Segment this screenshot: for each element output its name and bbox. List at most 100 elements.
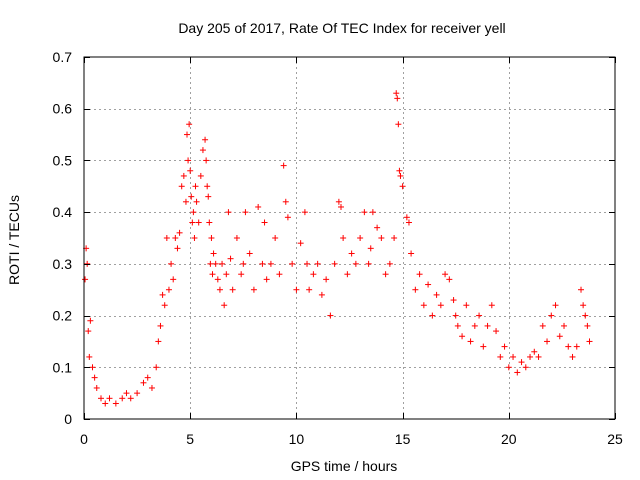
data-point: [522, 364, 529, 371]
data-point: [214, 276, 221, 283]
y-tick-label: 0.3: [53, 256, 73, 272]
data-point: [493, 328, 500, 335]
data-point: [184, 131, 191, 138]
data-point: [352, 260, 359, 267]
data-point: [189, 219, 196, 226]
data-point: [163, 235, 170, 241]
data-point: [250, 286, 257, 293]
data-point: [378, 235, 385, 241]
y-tick-label: 0.4: [53, 204, 73, 220]
data-point: [484, 322, 491, 329]
data-point: [127, 395, 134, 402]
data-point: [412, 286, 419, 293]
data-point: [193, 198, 200, 205]
axis-ticks: 0 5 10 15 20 25 0 0.1 0.2 0.3 0.4 0.5 0.6 0.7: [53, 49, 623, 447]
data-point: [144, 374, 151, 381]
data-point: [210, 250, 217, 257]
data-point: [240, 260, 247, 267]
x-tick-label: 20: [501, 431, 517, 447]
data-point: [582, 312, 589, 319]
data-point: [187, 167, 194, 174]
chart-title: Day 205 of 2017, Rate Of TEC Index for r…: [178, 20, 505, 36]
data-point: [221, 302, 228, 309]
data-point: [91, 374, 98, 381]
data-point: [382, 271, 389, 278]
data-point: [544, 338, 551, 345]
data-point: [304, 260, 311, 267]
data-point: [437, 302, 444, 309]
data-point: [87, 317, 94, 324]
data-point: [584, 322, 591, 329]
data-point: [199, 147, 206, 154]
data-point: [238, 271, 245, 278]
data-point: [527, 353, 534, 360]
data-point: [134, 390, 141, 397]
data-point: [259, 260, 266, 267]
data-point: [223, 271, 230, 278]
data-point: [280, 162, 287, 169]
data-point: [514, 369, 521, 376]
data-point: [97, 395, 104, 402]
data-point: [165, 286, 172, 293]
y-tick-label: 0.1: [53, 359, 73, 375]
data-point: [106, 395, 113, 402]
data-point: [405, 219, 412, 226]
data-point: [86, 353, 93, 360]
data-point: [170, 276, 177, 283]
data-point: [188, 193, 195, 200]
data-point: [497, 353, 504, 360]
data-point: [219, 260, 226, 267]
data-point: [565, 343, 572, 350]
data-point: [480, 343, 487, 350]
data-point: [539, 322, 546, 329]
data-point: [323, 276, 330, 283]
data-point: [535, 353, 542, 360]
data-point: [361, 209, 368, 216]
data-point: [119, 395, 126, 402]
data-point: [225, 209, 232, 216]
data-point: [327, 312, 334, 319]
data-point: [331, 260, 338, 267]
data-point: [89, 364, 96, 371]
data-point: [289, 260, 296, 267]
data-point: [192, 183, 199, 190]
data-point: [518, 359, 525, 366]
data-point: [233, 235, 240, 241]
data-point: [85, 328, 92, 335]
data-point: [102, 400, 109, 407]
data-point: [446, 276, 453, 283]
data-point: [93, 384, 100, 391]
data-point: [338, 203, 345, 210]
data-point: [397, 172, 404, 179]
data-point: [112, 400, 119, 407]
y-tick-label: 0.2: [53, 308, 73, 324]
data-point: [396, 167, 403, 174]
data-point: [148, 384, 155, 391]
data-point: [510, 353, 517, 360]
data-point: [84, 260, 91, 267]
data-point: [459, 333, 466, 340]
data-point: [314, 260, 321, 267]
data-point: [318, 291, 325, 298]
data-point: [204, 183, 211, 190]
data-point: [344, 271, 351, 278]
data-point: [272, 235, 279, 241]
data-point: [501, 343, 508, 350]
data-point: [157, 322, 164, 329]
data-point: [246, 250, 253, 257]
data-point: [153, 364, 160, 371]
y-tick-label: 0.6: [53, 101, 73, 117]
data-point: [569, 353, 576, 360]
data-point: [284, 214, 291, 221]
data-point: [552, 302, 559, 309]
y-tick-label: 0.5: [53, 152, 73, 168]
data-point: [403, 214, 410, 221]
data-point: [450, 297, 457, 304]
data-point: [505, 364, 512, 371]
data-point: [190, 209, 197, 216]
data-point: [186, 121, 193, 128]
data-point: [578, 286, 585, 293]
plot-frame: [83, 56, 616, 420]
data-point: [580, 302, 587, 309]
data-point: [429, 312, 436, 319]
